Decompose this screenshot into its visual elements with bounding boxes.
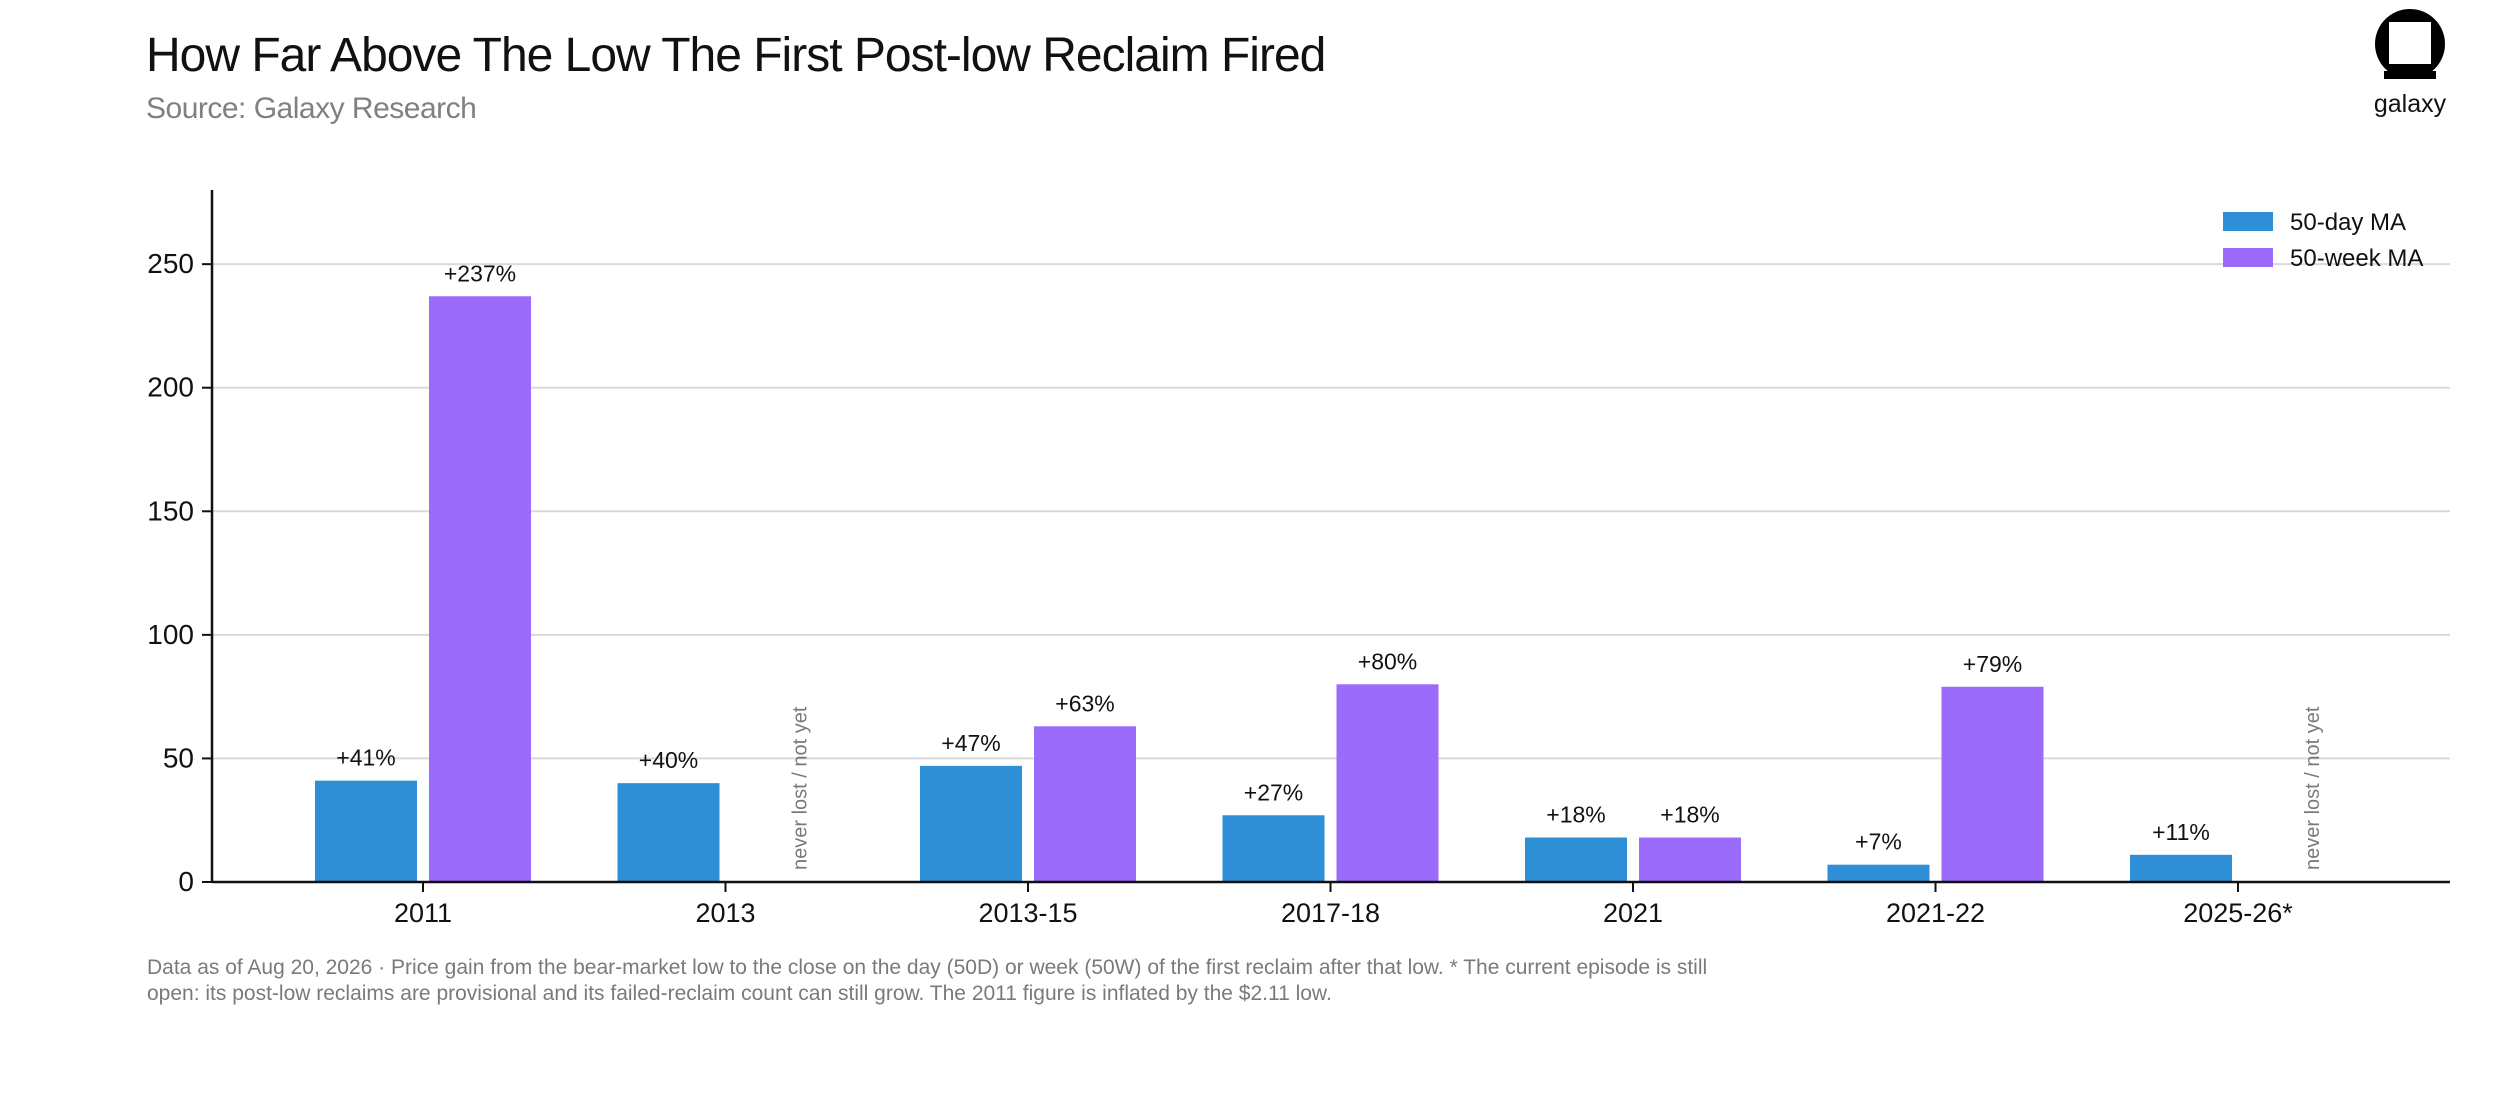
bar-chart: 0 50 100 150 200 250 +41% +237% 2011 +40% never lo… <box>147 190 2450 928</box>
chart-title: How Far Above The Low The First Post-low… <box>146 29 1326 82</box>
data-label: +41% <box>336 745 395 771</box>
footnote-line-1: Data as of Aug 20, 2026 · Price gain fro… <box>147 956 1708 979</box>
bar-50d <box>1827 864 1930 882</box>
y-tick-label: 0 <box>178 866 194 897</box>
bar-50w <box>1941 686 2044 882</box>
data-label: +47% <box>941 730 1000 756</box>
data-label: +7% <box>1855 829 1902 855</box>
footnote-line-2: open: its post-low reclaims are provisio… <box>147 982 1332 1005</box>
bar-50d <box>617 783 720 882</box>
data-label: +237% <box>444 260 516 286</box>
legend-swatch <box>2223 212 2273 231</box>
y-tick-label: 50 <box>163 742 194 773</box>
bar-50w <box>1639 837 1741 882</box>
x-tick-label: 2017-18 <box>1281 898 1380 928</box>
data-label: +63% <box>1055 690 1114 716</box>
legend-label: 50-day MA <box>2290 209 2406 236</box>
missing-annotation: never lost / not yet <box>790 706 812 870</box>
bar-50d <box>1222 815 1325 882</box>
y-tick-label: 100 <box>147 619 194 650</box>
chart-subtitle: Source: Galaxy Research <box>146 92 477 125</box>
x-tick-label: 2013 <box>695 898 755 928</box>
missing-annotation: never lost / not yet <box>2302 706 2324 870</box>
bar-50d <box>1525 837 1627 882</box>
x-tick-label: 2013-15 <box>978 898 1077 928</box>
bar-50d <box>920 765 1022 882</box>
galaxy-logo-icon <box>2375 9 2445 79</box>
legend-label: 50-week MA <box>2290 245 2423 272</box>
y-tick-label: 200 <box>147 372 194 403</box>
y-tick-label: 250 <box>147 248 194 279</box>
footnote: Data as of Aug 20, 2026 · Price gain fro… <box>147 955 1847 1007</box>
bar-50w <box>1336 684 1439 882</box>
data-label: +80% <box>1358 648 1417 674</box>
x-tick-label: 2011 <box>394 898 452 928</box>
bar-50d <box>315 780 417 882</box>
x-tick-label: 2021-22 <box>1886 898 1985 928</box>
x-tick-label: 2025-26* <box>2183 898 2293 928</box>
data-label: +27% <box>1244 779 1303 805</box>
data-label: +18% <box>1546 802 1605 828</box>
bar-50w <box>429 296 531 882</box>
data-label: +11% <box>2152 819 2210 845</box>
data-label: +18% <box>1660 802 1719 828</box>
data-label: +79% <box>1963 651 2022 677</box>
x-tick-label: 2021 <box>1603 898 1663 928</box>
data-label: +40% <box>639 747 698 773</box>
bar-50w <box>1034 726 1136 882</box>
legend-swatch <box>2223 248 2273 267</box>
bar-50d <box>2130 854 2232 882</box>
y-tick-label: 150 <box>147 495 194 526</box>
logo-text: galaxy <box>2373 90 2447 118</box>
